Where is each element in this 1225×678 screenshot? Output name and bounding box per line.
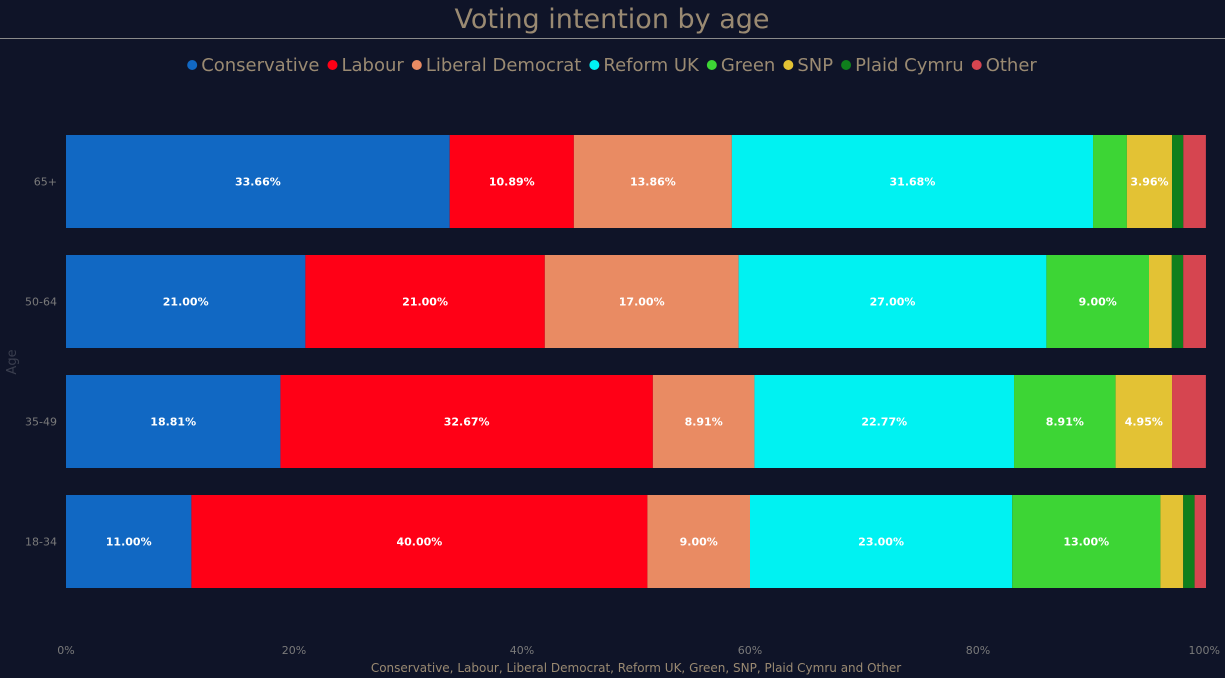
data-label-reform-uk-18-34: 23.00% bbox=[858, 536, 904, 549]
x-tick-label: 20% bbox=[282, 644, 306, 657]
legend-marker-icon bbox=[327, 60, 338, 70]
bar-row-18-34: 11.00% 40.00% 9.00% 23.00% 13.00% bbox=[66, 495, 1206, 588]
bar-segment-labour-65[interactable] bbox=[449, 135, 574, 228]
legend-marker-icon bbox=[971, 60, 982, 70]
bar-segment-labour-35-49[interactable] bbox=[280, 375, 653, 468]
bar-segment-plaid-cymru-65[interactable] bbox=[1172, 135, 1184, 228]
legend-label: Plaid Cymru bbox=[855, 55, 964, 76]
x-axis-title: Conservative, Labour, Liberal Democrat, … bbox=[371, 661, 901, 675]
data-label-liberal-democrat-65: 13.86% bbox=[630, 176, 676, 189]
bar-segment-reform-uk-18-34[interactable] bbox=[750, 495, 1013, 588]
bar-segment-conservative-18-34[interactable] bbox=[66, 495, 192, 588]
x-tick-label: 60% bbox=[738, 644, 762, 657]
legend-item-liberal-democrat[interactable]: Liberal Democrat bbox=[411, 55, 582, 76]
y-tick-label: 50-64 bbox=[25, 296, 57, 309]
legend-item-snp[interactable]: SNP bbox=[783, 55, 833, 76]
bar-segment-green-50-64[interactable] bbox=[1046, 255, 1149, 348]
data-label-snp-65: 3.96% bbox=[1130, 176, 1168, 189]
data-label-conservative-50-64: 21.00% bbox=[163, 296, 209, 309]
plot-area: 33.66% 10.89% 13.86% 31.68% 3.96%21.00% 21.00… bbox=[66, 135, 1206, 588]
bar-segment-other-50-64[interactable] bbox=[1183, 255, 1206, 348]
y-axis-tick-labels: 65+ 50-64 35-49 18-34 bbox=[25, 176, 57, 549]
bar-segment-green-18-34[interactable] bbox=[1012, 495, 1161, 588]
x-axis-tick-labels: 0% 20% 40% 60% 80% 100% bbox=[57, 644, 1220, 657]
bar-segment-snp-18-34[interactable] bbox=[1160, 495, 1184, 588]
bar-segment-green-35-49[interactable] bbox=[1014, 375, 1116, 468]
legend-label: Conservative bbox=[201, 55, 319, 76]
bar-segment-liberal-democrat-35-49[interactable] bbox=[652, 375, 755, 468]
data-label-liberal-democrat-18-34: 9.00% bbox=[680, 536, 718, 549]
data-label-labour-65: 10.89% bbox=[489, 176, 535, 189]
legend: Conservative Labour Liberal Democrat Reform… bbox=[187, 55, 1037, 76]
legend-label: Labour bbox=[342, 55, 405, 76]
legend-item-reform-uk[interactable]: Reform UK bbox=[589, 55, 700, 76]
data-label-green-35-49: 8.91% bbox=[1046, 416, 1084, 429]
bar-row-65: 33.66% 10.89% 13.86% 31.68% 3.96% bbox=[66, 135, 1206, 228]
legend-marker-icon bbox=[187, 60, 198, 70]
bar-segment-reform-uk-50-64[interactable] bbox=[738, 255, 1047, 348]
legend-label: Reform UK bbox=[603, 55, 700, 76]
bar-segment-labour-50-64[interactable] bbox=[305, 255, 545, 348]
y-axis-title: Age bbox=[5, 349, 20, 374]
legend-item-green[interactable]: Green bbox=[706, 55, 776, 76]
data-label-conservative-35-49: 18.81% bbox=[150, 416, 196, 429]
bar-segment-green-65[interactable] bbox=[1093, 135, 1127, 228]
legend-label: SNP bbox=[797, 55, 833, 76]
data-label-green-50-64: 9.00% bbox=[1079, 296, 1117, 309]
bar-segment-snp-50-64[interactable] bbox=[1149, 255, 1172, 348]
bar-row-35-49: 18.81% 32.67% 8.91% 22.77% 8.91% 4.95% bbox=[66, 375, 1206, 468]
data-label-conservative-18-34: 11.00% bbox=[106, 536, 152, 549]
data-label-reform-uk-50-64: 27.00% bbox=[870, 296, 916, 309]
data-label-labour-50-64: 21.00% bbox=[402, 296, 448, 309]
data-label-conservative-65: 33.66% bbox=[235, 176, 281, 189]
bar-segment-labour-18-34[interactable] bbox=[191, 495, 648, 588]
data-label-green-18-34: 13.00% bbox=[1063, 536, 1109, 549]
bar-segment-other-65[interactable] bbox=[1183, 135, 1206, 228]
legend-label: Green bbox=[721, 55, 776, 76]
data-label-labour-18-34: 40.00% bbox=[396, 536, 442, 549]
legend-marker-icon bbox=[783, 60, 794, 70]
data-label-labour-35-49: 32.67% bbox=[444, 416, 490, 429]
bar-row-50-64: 21.00% 21.00% 17.00% 27.00% 9.00% bbox=[66, 255, 1206, 348]
x-tick-label: 100% bbox=[1189, 644, 1220, 657]
bar-segment-reform-uk-65[interactable] bbox=[731, 135, 1094, 228]
legend-item-conservative[interactable]: Conservative bbox=[187, 55, 320, 76]
data-label-reform-uk-35-49: 22.77% bbox=[861, 416, 907, 429]
bar-segment-liberal-democrat-50-64[interactable] bbox=[544, 255, 739, 348]
x-tick-label: 0% bbox=[57, 644, 74, 657]
bar-segment-other-18-34[interactable] bbox=[1194, 495, 1206, 588]
legend-label: Liberal Democrat bbox=[426, 55, 582, 76]
legend-label: Other bbox=[986, 55, 1038, 76]
legend-marker-icon bbox=[841, 60, 852, 70]
data-label-liberal-democrat-35-49: 8.91% bbox=[685, 416, 723, 429]
legend-item-labour[interactable]: Labour bbox=[327, 55, 405, 76]
legend-item-plaid-cymru[interactable]: Plaid Cymru bbox=[841, 55, 964, 76]
bar-segment-plaid-cymru-18-34[interactable] bbox=[1183, 495, 1195, 588]
data-label-reform-uk-65: 31.68% bbox=[890, 176, 936, 189]
bar-segment-snp-35-49[interactable] bbox=[1115, 375, 1173, 468]
bar-segment-conservative-50-64[interactable] bbox=[66, 255, 306, 348]
legend-item-other[interactable]: Other bbox=[971, 55, 1038, 76]
x-tick-label: 40% bbox=[510, 644, 534, 657]
bar-segment-plaid-cymru-50-64[interactable] bbox=[1171, 255, 1184, 348]
y-tick-label: 35-49 bbox=[25, 416, 57, 429]
data-label-liberal-democrat-50-64: 17.00% bbox=[619, 296, 665, 309]
legend-marker-icon bbox=[706, 60, 717, 70]
chart-title: Voting intention by age bbox=[454, 4, 769, 35]
bar-segment-liberal-democrat-65[interactable] bbox=[573, 135, 732, 228]
y-tick-label: 18-34 bbox=[25, 536, 57, 549]
legend-marker-icon bbox=[411, 60, 422, 70]
bar-segment-other-35-49[interactable] bbox=[1172, 375, 1206, 468]
bar-segment-reform-uk-35-49[interactable] bbox=[754, 375, 1015, 468]
bar-segment-conservative-65[interactable] bbox=[66, 135, 450, 228]
bar-segment-liberal-democrat-18-34[interactable] bbox=[647, 495, 750, 588]
bar-segment-conservative-35-49[interactable] bbox=[66, 375, 281, 468]
y-tick-label: 65+ bbox=[34, 176, 57, 189]
legend-marker-icon bbox=[589, 60, 600, 70]
bar-segment-snp-65[interactable] bbox=[1126, 135, 1173, 228]
x-tick-label: 80% bbox=[966, 644, 990, 657]
data-label-snp-35-49: 4.95% bbox=[1125, 416, 1163, 429]
